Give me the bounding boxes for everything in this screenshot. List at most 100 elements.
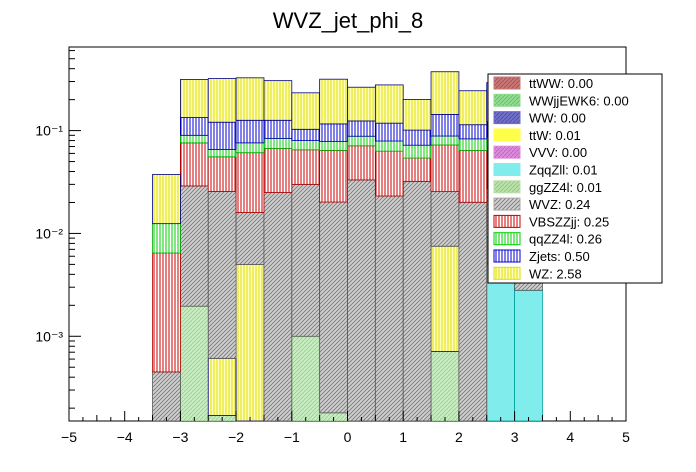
bar-Zjets-bin-3 bbox=[235, 119, 265, 144]
legend-swatch bbox=[493, 76, 521, 90]
bar-qqZZ4l_upper-bin-7 bbox=[347, 135, 376, 147]
legend-label: WWjjEWK6: 0.00 bbox=[529, 93, 629, 108]
bar-Zjets-bin-5 bbox=[291, 128, 321, 141]
x-tick-label: −2 bbox=[228, 429, 244, 445]
bar-Zjets-bin-4 bbox=[263, 119, 293, 139]
legend-label: VBSZZjj: 0.25 bbox=[529, 214, 609, 229]
bar-WZ_upper-bin-7 bbox=[347, 86, 376, 122]
x-tick-label: −4 bbox=[117, 429, 133, 445]
legend-label: qqZZ4l: 0.26 bbox=[529, 232, 602, 247]
y-tick-label: 10⁻¹ bbox=[35, 123, 63, 139]
legend-swatch bbox=[493, 232, 521, 246]
bar-Zjets-bin-6 bbox=[319, 123, 348, 142]
bar-VBSZZjj-bin-9 bbox=[402, 157, 432, 182]
legend-swatch bbox=[493, 163, 521, 176]
bar-Zjets-bin-1 bbox=[179, 117, 209, 136]
bar-VBSZZjj-bin-2 bbox=[207, 156, 237, 192]
legend-swatch bbox=[493, 111, 521, 125]
x-tick-label: 2 bbox=[455, 429, 463, 445]
bar-WZ_upper-bin-1 bbox=[179, 79, 209, 118]
bar-WVZ-bin-0 bbox=[152, 371, 181, 421]
bar-WVZ-bin-7 bbox=[347, 179, 376, 421]
bar-ggZZ4l-bin-10 bbox=[430, 351, 460, 421]
bar-VBSZZjj-bin-8 bbox=[374, 150, 404, 197]
bar-WVZ-bin-8 bbox=[374, 195, 404, 421]
legend-box bbox=[487, 73, 663, 284]
bar-VBSZZjj-bin-0 bbox=[152, 252, 181, 373]
bar-WZ-bin-2 bbox=[207, 357, 237, 416]
bar-Zjets-bin-2 bbox=[207, 121, 237, 150]
bar-WVZ-bin-11 bbox=[458, 201, 488, 421]
bar-WZ_upper-bin-9 bbox=[402, 99, 432, 131]
bar-WZ_upper-bin-4 bbox=[263, 80, 293, 121]
bar-Zjets-bin-7 bbox=[347, 120, 376, 137]
legend-label: ZqqZll: 0.01 bbox=[529, 163, 598, 178]
bar-qqZZ4l_upper-bin-4 bbox=[263, 137, 293, 149]
bar-qqZZ4l_upper-bin-6 bbox=[319, 141, 348, 151]
legend-label: ggZZ4l: 0.01 bbox=[529, 180, 602, 195]
x-tick-label: −3 bbox=[172, 429, 188, 445]
x-axis: −5 −4 −3 −2 −1 0 1 2 3 4 5 bbox=[61, 411, 630, 445]
chart-title: WVZ_jet_phi_8 bbox=[273, 8, 423, 33]
bar-WZ_upper-bin-6 bbox=[319, 78, 348, 125]
legend-swatch bbox=[493, 249, 521, 263]
bar-Zjets-bin-8 bbox=[374, 122, 404, 142]
bar-WZ-bin-3 bbox=[235, 264, 265, 421]
bar-WVZ-bin-4 bbox=[263, 192, 293, 421]
bar-VBSZZjj-bin-6 bbox=[319, 149, 348, 203]
x-tick-label: 5 bbox=[622, 429, 630, 445]
legend-swatch bbox=[493, 180, 521, 194]
bar-ggZZ4l-bin-1 bbox=[179, 305, 209, 421]
legend-label: WVZ: 0.24 bbox=[529, 197, 590, 212]
bar-qqZZ4l_upper-bin-8 bbox=[374, 140, 404, 152]
legend: ttWW: 0.00 WWjjEWK6: 0.00 WW: 0.00 ttW: 0.0… bbox=[487, 73, 663, 284]
bar-WVZ-bin-2 bbox=[207, 191, 237, 359]
legend-swatch bbox=[493, 197, 521, 211]
x-tick-label: 3 bbox=[511, 429, 519, 445]
bar-ZqqZll-bin-13 bbox=[514, 289, 543, 421]
bar-WVZ-bin-6 bbox=[319, 201, 348, 414]
legend-swatch bbox=[493, 145, 521, 159]
bar-WZ-bin-10 bbox=[430, 245, 460, 352]
bar-qqZZ4l_upper-bin-2 bbox=[207, 149, 237, 158]
bar-VBSZZjj-bin-10 bbox=[430, 144, 460, 193]
y-tick-label: 10⁻³ bbox=[35, 328, 63, 344]
y-axis: 10⁻³ 10⁻² 10⁻¹ bbox=[35, 50, 81, 409]
bar-ggZZ4l-bin-5 bbox=[291, 335, 321, 421]
bar-WVZ-bin-1 bbox=[179, 185, 209, 307]
x-tick-label: 1 bbox=[399, 429, 407, 445]
legend-label: WZ: 2.58 bbox=[529, 266, 582, 281]
bar-WZ_upper-bin-5 bbox=[291, 92, 321, 130]
x-tick-label: 4 bbox=[566, 429, 574, 445]
bar-VBSZZjj-bin-5 bbox=[291, 149, 321, 185]
bar-WZ_upper-bin-0 bbox=[152, 174, 181, 225]
legend-swatch bbox=[493, 128, 521, 142]
legend-label: WW: 0.00 bbox=[529, 111, 586, 126]
bar-VBSZZjj-bin-11 bbox=[458, 150, 488, 203]
x-tick-label: −5 bbox=[61, 429, 77, 445]
bar-qqZZ4l_upper-bin-10 bbox=[430, 135, 460, 146]
bar-qqZZ4l_upper-bin-11 bbox=[458, 138, 488, 151]
bar-Zjets-bin-9 bbox=[402, 129, 432, 146]
bar-WVZ-bin-3 bbox=[235, 212, 265, 265]
bar-qqZZ4l_upper-bin-9 bbox=[402, 144, 432, 159]
bar-WZ_upper-bin-11 bbox=[458, 90, 488, 126]
bar-WVZ-bin-10 bbox=[430, 191, 460, 247]
legend-label: ttW: 0.01 bbox=[529, 128, 581, 143]
legend-swatch bbox=[493, 214, 521, 228]
bar-Zjets-bin-11 bbox=[458, 124, 488, 140]
y-tick-label: 10⁻² bbox=[35, 225, 63, 241]
bar-WVZ-bin-5 bbox=[291, 183, 321, 337]
x-tick-label: −1 bbox=[284, 429, 300, 445]
legend-label: VVV: 0.00 bbox=[529, 145, 587, 160]
bar-WVZ-bin-9 bbox=[402, 180, 432, 421]
bar-WZ_upper-bin-10 bbox=[430, 71, 460, 115]
bar-qqZZ4l_upper-bin-0 bbox=[152, 223, 181, 254]
bar-qqZZ4l_upper-bin-3 bbox=[235, 142, 265, 154]
bar-qqZZ4l_upper-bin-5 bbox=[291, 140, 321, 151]
bar-VBSZZjj-bin-7 bbox=[347, 145, 376, 181]
legend-swatch bbox=[493, 266, 521, 280]
legend-label: ttWW: 0.00 bbox=[529, 76, 593, 91]
legend-label: Zjets: 0.50 bbox=[529, 249, 590, 264]
